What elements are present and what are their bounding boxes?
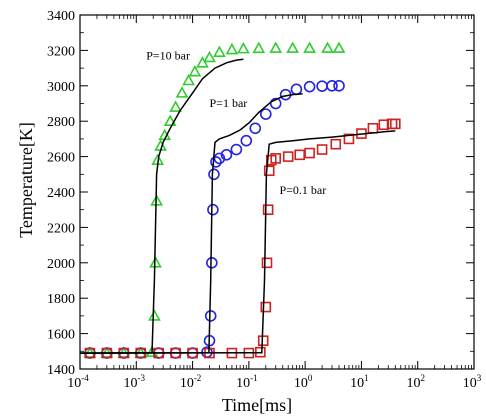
y-tick-label-8: 3000 xyxy=(47,80,75,95)
y-tick-label-9: 3200 xyxy=(47,44,75,59)
series-2-point-22 xyxy=(330,138,342,150)
series-2-point-19 xyxy=(294,149,305,161)
series-2-point-15 xyxy=(263,165,275,177)
y-tick-label-3: 2000 xyxy=(47,257,75,272)
y-tick-label-5: 2400 xyxy=(47,186,75,201)
x-tick-label-2: 10-2 xyxy=(180,373,202,391)
series-1-point-17 xyxy=(240,134,253,147)
y-tick-label-1: 1600 xyxy=(47,328,75,343)
x-tick-label-6: 102 xyxy=(406,373,425,391)
series-2-point-17 xyxy=(270,153,282,164)
series-2-point-13 xyxy=(261,257,273,269)
x-axis-ticks: 10-4 10-3 10-2 10-1 100 101 102 103 xyxy=(67,15,482,391)
series-0-point-12 xyxy=(169,100,182,112)
series-0-point-24 xyxy=(303,41,316,53)
series-1-point-9 xyxy=(204,310,217,322)
series-0-point-18 xyxy=(213,45,226,57)
y-axis-title: Temperature[K] xyxy=(16,122,36,238)
series-1-point-15 xyxy=(220,149,233,161)
x-tick-label-1: 10-3 xyxy=(124,373,146,391)
series-1-point-19 xyxy=(260,108,272,120)
x-tick-label-7: 103 xyxy=(463,373,482,391)
series-0-point-14 xyxy=(182,73,195,86)
series-1-point-20 xyxy=(269,97,282,110)
series-0-point-23 xyxy=(286,41,300,53)
y-tick-label-7: 2800 xyxy=(47,115,75,130)
series-2-model-line xyxy=(80,130,396,354)
x-tick-label-5: 101 xyxy=(350,373,369,391)
series-1-point-18 xyxy=(249,122,262,135)
series-2-point-18 xyxy=(282,151,294,162)
y-tick-label-10: 3400 xyxy=(47,9,75,24)
y-tick-label-6: 2600 xyxy=(47,151,75,166)
series-0-markers xyxy=(83,41,346,358)
x-tick-label-0: 10-4 xyxy=(67,373,89,391)
series-2-point-23 xyxy=(343,133,355,145)
series-0-point-25 xyxy=(321,41,334,53)
series-2-point-20 xyxy=(304,147,315,159)
series-0-point-20 xyxy=(237,41,250,54)
series-1-model-line xyxy=(80,93,303,354)
y-tick-label-2: 1800 xyxy=(47,292,75,307)
series-2-point-21 xyxy=(316,144,328,155)
plot-area xyxy=(80,41,401,359)
x-axis-title: Time[ms] xyxy=(222,395,292,415)
series-0-point-21 xyxy=(252,41,266,54)
series-0-point-26 xyxy=(332,41,346,53)
series-0-point-11 xyxy=(163,114,177,126)
series-0-point-13 xyxy=(175,86,189,98)
series-1-point-16 xyxy=(230,143,243,156)
series-2-point-11 xyxy=(257,335,269,346)
series-0-point-16 xyxy=(196,56,209,68)
annotation-0: P=10 bar xyxy=(146,48,190,62)
x-tick-label-4: 100 xyxy=(294,373,313,391)
series-1-point-23 xyxy=(303,80,316,93)
series-1-point-12 xyxy=(208,168,220,181)
y-axis-ticks: 1400 1600 1800 2000 2200 2400 2600 2800 3000 3200… xyxy=(47,9,474,378)
series-1-point-13 xyxy=(210,156,222,168)
y-tick-label-0: 1400 xyxy=(47,363,75,378)
annotations: P=10 bar P=1 bar P=0.1 bar xyxy=(146,48,326,197)
series-0-point-19 xyxy=(225,42,239,55)
x-tick-label-3: 10-1 xyxy=(236,373,258,391)
series-2-point-14 xyxy=(262,204,274,215)
series-0-point-6 xyxy=(149,256,162,268)
series-0-model-line xyxy=(80,58,244,354)
series-2-point-12 xyxy=(260,301,272,313)
series-0-point-5 xyxy=(148,309,161,321)
annotation-2: P=0.1 bar xyxy=(279,183,326,197)
series-2-point-28 xyxy=(390,118,401,130)
annotation-1: P=1 bar xyxy=(210,96,248,110)
series-1-point-10 xyxy=(206,256,218,269)
series-1-point-25 xyxy=(326,80,338,92)
series-0-point-17 xyxy=(203,50,216,63)
series-1-point-26 xyxy=(333,80,345,92)
series-1-point-11 xyxy=(207,203,219,216)
series-0-point-15 xyxy=(188,64,202,77)
y-tick-label-4: 2200 xyxy=(47,221,75,236)
series-0-point-22 xyxy=(269,41,283,53)
